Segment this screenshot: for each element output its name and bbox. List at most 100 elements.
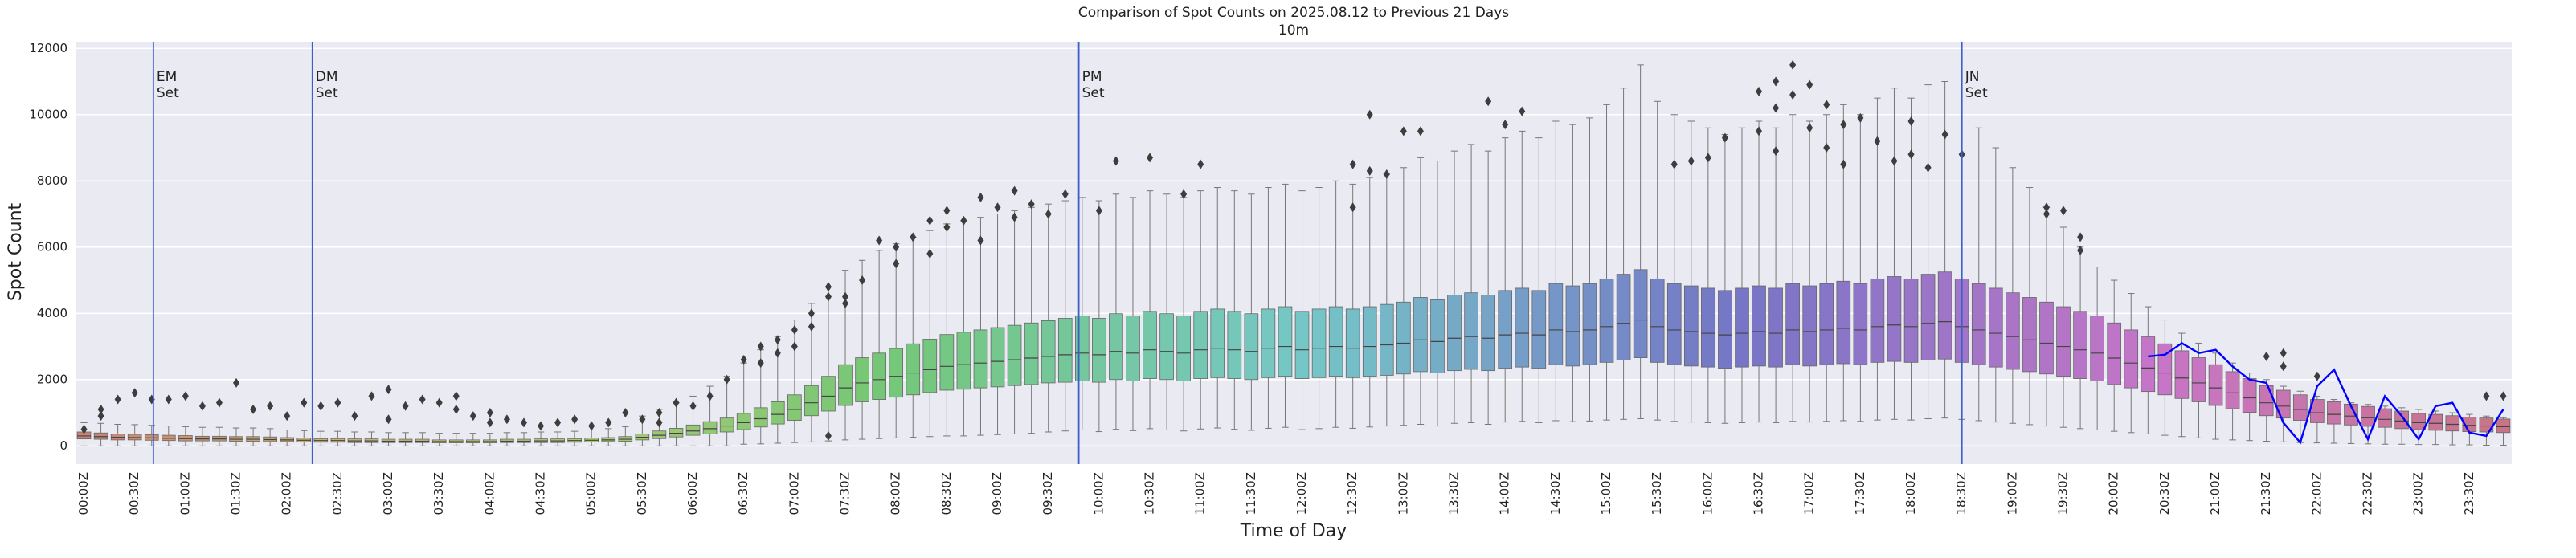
box (1481, 295, 1495, 372)
outlier (165, 394, 172, 405)
y-axis-label: Spot Count (6, 202, 26, 301)
box (1802, 285, 1818, 367)
outlier (757, 358, 764, 369)
x-tick-label: 07:00Z (787, 472, 801, 515)
outlier (486, 417, 493, 428)
box (1531, 290, 1547, 369)
outlier (1485, 96, 1492, 107)
box (855, 357, 869, 402)
y-tick-label: 10000 (29, 107, 67, 121)
x-axis-label: Time of Day (1240, 521, 1347, 541)
annotation-text: PM (1082, 69, 1102, 85)
x-tick-label: 09:30Z (1041, 472, 1055, 515)
box (1362, 306, 1377, 377)
box (1447, 295, 1462, 372)
box (1498, 290, 1513, 369)
box (973, 329, 988, 389)
box (1599, 278, 1614, 363)
x-tick-label: 12:30Z (1345, 472, 1360, 515)
box (2056, 306, 2071, 377)
outlier (1907, 116, 1915, 127)
box (1261, 308, 1276, 378)
box (1515, 287, 1530, 368)
outlier (926, 215, 934, 226)
outlier (1519, 106, 1526, 116)
outlier (385, 414, 392, 425)
box (702, 421, 718, 434)
outlier (639, 414, 646, 425)
box (956, 332, 971, 390)
box (838, 364, 853, 406)
box (1735, 287, 1749, 368)
box (990, 327, 1005, 388)
outlier (1773, 103, 1780, 113)
outlier (1857, 112, 1864, 123)
outlier (538, 421, 545, 431)
today-line (2148, 341, 2504, 445)
outlier (2077, 232, 2084, 242)
annotation-text: Set (1965, 85, 1988, 101)
box (2411, 413, 2427, 430)
x-tick-label: 15:00Z (1599, 472, 1613, 515)
x-tick-label: 12:00Z (1294, 472, 1309, 515)
box (2022, 297, 2037, 373)
box (93, 432, 108, 440)
outlier (2280, 361, 2287, 372)
box (1143, 311, 1157, 379)
outlier (1789, 59, 1797, 70)
outlier (182, 391, 189, 401)
box (1159, 313, 1174, 381)
box (2208, 364, 2223, 406)
box (2124, 329, 2139, 389)
outlier (774, 335, 781, 345)
box (2141, 336, 2156, 393)
outlier (1704, 153, 1711, 163)
box (669, 428, 684, 438)
outlier (740, 355, 747, 365)
outlier (1907, 149, 1915, 160)
box (1345, 308, 1360, 378)
outlier (1400, 126, 1407, 136)
y-tick-label: 12000 (29, 41, 67, 55)
x-tick-label: 14:30Z (1548, 472, 1563, 515)
outlier (351, 411, 358, 422)
box (1768, 287, 1783, 368)
box (1819, 283, 1834, 365)
outlier (435, 397, 443, 408)
box (1548, 283, 1564, 365)
outlier (1670, 159, 1678, 169)
box (2225, 371, 2240, 409)
box (1582, 283, 1597, 365)
x-tick-label: 11:30Z (1244, 472, 1258, 515)
outlier (198, 401, 206, 411)
outlier (368, 391, 375, 401)
x-tick-label: 22:00Z (2309, 472, 2324, 515)
annotation-text: Set (316, 85, 338, 101)
x-tick-label: 23:00Z (2411, 472, 2426, 515)
box (1024, 322, 1039, 385)
outlier (994, 202, 1001, 213)
outlier (2280, 348, 2287, 358)
outlier (1349, 202, 1356, 213)
x-tick-label: 20:00Z (2107, 472, 2121, 515)
box (2445, 415, 2460, 432)
box (2242, 378, 2257, 413)
outlier (1366, 165, 1373, 176)
outlier (1823, 143, 1830, 153)
y-tick-label: 6000 (37, 239, 67, 254)
box (127, 434, 142, 441)
outlier (859, 275, 866, 286)
outlier (1417, 126, 1424, 136)
outlier (2500, 391, 2507, 401)
outlier (910, 232, 917, 242)
x-tick-label: 01:00Z (178, 472, 192, 515)
x-tick-label: 15:30Z (1650, 472, 1664, 515)
box (1718, 290, 1732, 369)
outlier (1045, 209, 1052, 219)
chart-subtitle: 10m (1278, 22, 1309, 39)
annotation-text: Set (157, 85, 179, 101)
outlier (706, 391, 714, 401)
annotation-text: Set (1082, 85, 1105, 101)
outlier (80, 424, 88, 434)
box (1092, 318, 1106, 383)
